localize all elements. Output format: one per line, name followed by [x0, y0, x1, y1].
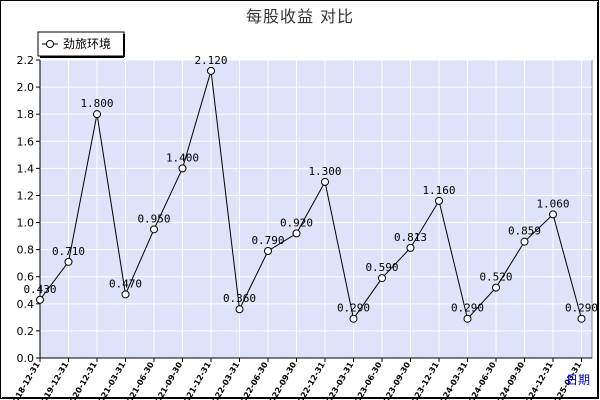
y-tick-label: 0.0	[17, 352, 35, 365]
plot-area	[39, 59, 593, 359]
y-tick-label: 2.0	[17, 81, 35, 94]
data-point	[292, 229, 301, 238]
data-point	[520, 237, 529, 246]
x-tick-label: 2023-03-31	[322, 360, 356, 400]
legend-marker	[46, 40, 54, 48]
data-label: 1.400	[166, 151, 199, 164]
data-label: 1.800	[80, 97, 113, 110]
data-point	[378, 274, 386, 283]
data-point	[435, 196, 443, 205]
x-tick-label: 2023-09-30	[379, 360, 413, 400]
data-label: 0.790	[251, 234, 284, 247]
x-tick-label: 2024-09-30	[493, 360, 527, 400]
data-label: 0.290	[565, 302, 598, 315]
data-label: 0.710	[52, 245, 85, 258]
data-point	[349, 314, 358, 323]
chart-title: 每股收益 对比	[245, 7, 355, 26]
data-label: 0.520	[479, 271, 512, 284]
data-point	[492, 283, 500, 292]
data-point	[64, 257, 73, 266]
x-tick-label: 2022-09-30	[265, 360, 299, 400]
data-point	[178, 164, 187, 173]
data-point	[36, 295, 44, 304]
data-point	[577, 314, 586, 323]
data-label: 0.859	[508, 225, 541, 238]
x-axis-label: 日期	[566, 373, 590, 387]
x-tick-label: 2024-06-30	[464, 360, 498, 400]
data-label: 0.813	[394, 231, 427, 244]
legend-label: 劲旅环境	[63, 36, 111, 51]
data-label: 1.160	[422, 184, 455, 197]
data-point	[406, 243, 415, 252]
x-tick-label: 2019-12-31	[37, 360, 71, 400]
x-tick-label: 2023-06-30	[350, 360, 384, 400]
x-tick-label: 2018-12-31	[8, 360, 42, 400]
x-tick-label: 2021-06-30	[122, 360, 156, 400]
x-tick-label: 2023-12-31	[407, 360, 441, 400]
data-point	[321, 177, 329, 186]
y-tick-label: 0.8	[17, 244, 35, 257]
y-tick-label: 0.4	[17, 298, 35, 311]
data-label: 0.290	[337, 302, 370, 315]
data-label: 0.430	[23, 283, 56, 296]
x-tick-label: 2024-12-31	[521, 360, 555, 400]
series-line	[39, 70, 582, 320]
data-point	[207, 66, 215, 75]
data-point	[549, 210, 557, 219]
data-point	[264, 246, 272, 255]
x-tick-label: 2021-09-30	[151, 360, 185, 400]
x-tick-label: 2024-03-31	[436, 360, 470, 400]
y-tick-label: 1.4	[17, 162, 35, 175]
data-label: 0.590	[365, 261, 398, 274]
data-label: 0.950	[137, 212, 170, 225]
y-tick-label: 1.0	[17, 217, 35, 230]
y-tick-label: 1.2	[17, 189, 35, 202]
y-tick-label: 0.6	[17, 271, 35, 284]
data-label: 0.290	[451, 302, 484, 315]
x-tick-label: 2020-12-31	[65, 360, 99, 400]
data-label: 1.300	[308, 165, 341, 178]
data-point	[235, 305, 244, 314]
x-tick-label: 2022-12-31	[293, 360, 327, 400]
y-tick-label: 1.6	[17, 135, 35, 148]
y-tick-label: 1.8	[17, 108, 35, 121]
x-tick-label: 2021-03-31	[94, 360, 128, 400]
x-tick-label: 2022-06-30	[236, 360, 270, 400]
data-point	[150, 225, 158, 234]
data-label: 0.470	[109, 277, 142, 290]
x-tick-label: 2021-12-31	[179, 360, 213, 400]
x-tick-label: 2022-03-31	[208, 360, 242, 400]
y-tick-label: 0.2	[17, 325, 35, 338]
data-label: 2.120	[194, 54, 227, 67]
data-point	[121, 290, 130, 299]
data-label: 0.360	[223, 292, 256, 305]
data-label: 1.060	[536, 197, 569, 210]
data-point	[463, 314, 472, 323]
y-tick-label: 2.2	[17, 54, 35, 67]
data-label: 0.920	[280, 216, 313, 229]
data-point	[93, 110, 101, 119]
